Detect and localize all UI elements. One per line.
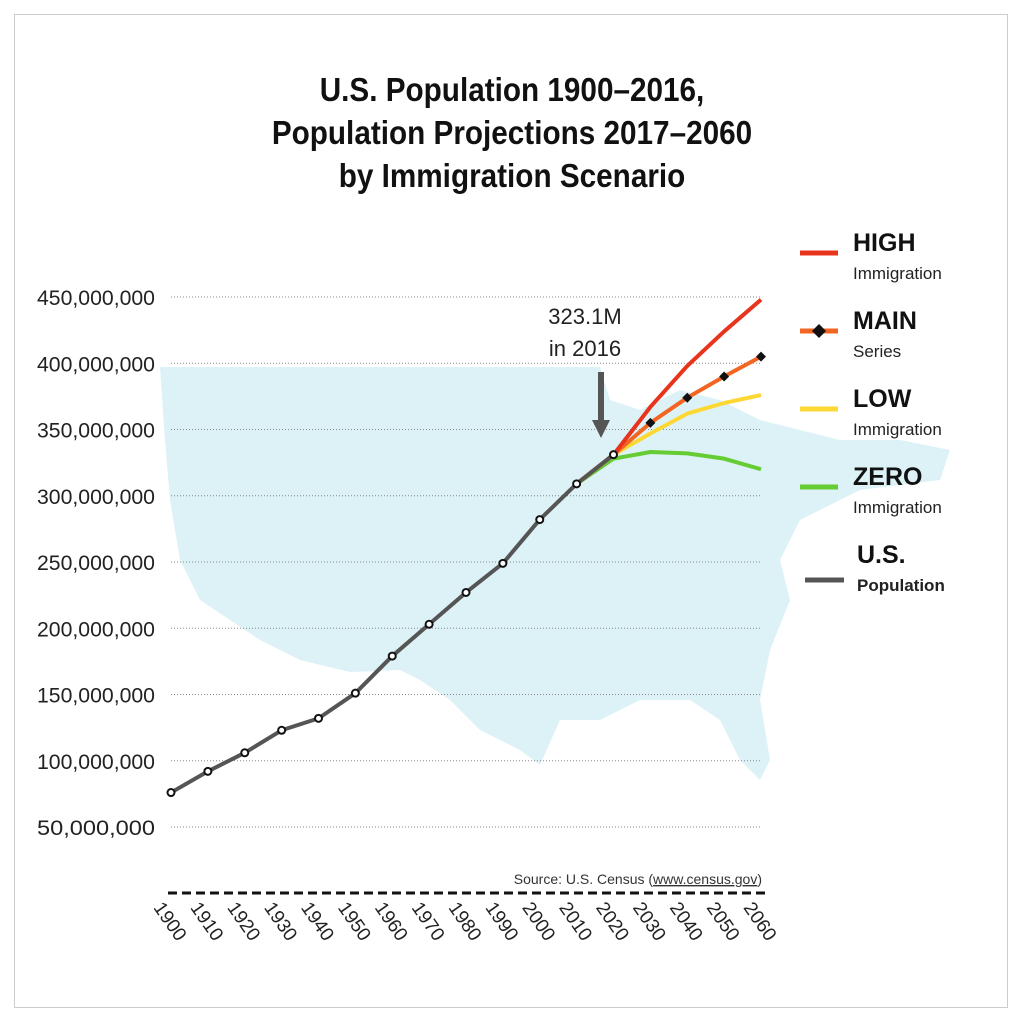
legend-item-low: LOW Immigration bbox=[800, 385, 942, 439]
x-tick-label: 1950 bbox=[333, 899, 374, 946]
x-tick-label: 1920 bbox=[223, 899, 264, 946]
x-tick-label: 2030 bbox=[628, 899, 669, 946]
y-tick-label: 400,000,000 bbox=[37, 353, 155, 376]
data-point-us bbox=[461, 587, 471, 597]
title-line-1: U.S. Population 1900–2016, bbox=[319, 71, 705, 108]
x-tick-label: 2040 bbox=[665, 899, 706, 946]
data-point-main bbox=[719, 371, 730, 382]
legend-sub-zero: Immigration bbox=[853, 498, 942, 517]
legend-sub-high: Immigration bbox=[853, 264, 942, 283]
legend-name-us: U.S. bbox=[857, 541, 906, 569]
data-point-main bbox=[682, 392, 693, 403]
y-tick-label: 50,000,000 bbox=[37, 817, 155, 840]
x-tick-label: 1940 bbox=[296, 899, 337, 946]
legend-sub-low: Immigration bbox=[853, 420, 942, 439]
x-tick-label: 1970 bbox=[407, 899, 448, 946]
chart-title: U.S. Population 1900–2016, Population Pr… bbox=[51, 68, 973, 197]
y-tick-label: 450,000,000 bbox=[37, 287, 155, 310]
annotation-line-2: in 2016 bbox=[549, 336, 621, 361]
y-tick-label: 300,000,000 bbox=[37, 486, 155, 509]
us-map-background bbox=[160, 367, 950, 780]
annotation-arrow bbox=[592, 372, 610, 438]
legend-marker-main bbox=[812, 324, 826, 338]
legend-sub-us: Population bbox=[857, 576, 945, 595]
source-text: Source: U.S. Census (www.census.gov) bbox=[514, 871, 762, 887]
x-tick-label: 1930 bbox=[259, 899, 300, 946]
legend-name-low: LOW bbox=[853, 385, 912, 413]
data-point-us bbox=[424, 619, 434, 629]
legend-item-zero: ZERO Immigration bbox=[800, 463, 942, 517]
data-point-us bbox=[314, 713, 323, 723]
title-line-3: by Immigration Scenario bbox=[338, 157, 686, 194]
x-tick-label: 2000 bbox=[518, 899, 559, 946]
x-tick-label: 2020 bbox=[591, 899, 632, 946]
source-link[interactable]: www.census.gov bbox=[652, 871, 757, 887]
series-line-zero bbox=[575, 450, 762, 486]
data-point-us bbox=[166, 788, 176, 798]
x-tick-label: 1910 bbox=[186, 899, 227, 946]
x-tick-label: 1980 bbox=[444, 899, 485, 946]
data-point-us bbox=[609, 450, 618, 460]
title-line-2: Population Projections 2017–2060 bbox=[271, 114, 753, 151]
y-tick-label: 200,000,000 bbox=[37, 618, 155, 641]
data-point-us bbox=[498, 558, 508, 568]
x-tick-label: 1960 bbox=[370, 899, 411, 946]
x-tick-label: 2050 bbox=[702, 899, 743, 946]
data-point-us bbox=[240, 748, 250, 758]
legend-sub-main: Series bbox=[853, 342, 901, 361]
legend-name-high: HIGH bbox=[853, 229, 916, 257]
legend-item-us: U.S. Population bbox=[805, 541, 945, 595]
x-tick-label: 2010 bbox=[554, 899, 595, 946]
y-tick-label: 150,000,000 bbox=[37, 685, 155, 708]
chart-frame bbox=[14, 14, 1008, 1008]
y-tick-label: 350,000,000 bbox=[37, 420, 155, 443]
data-point-us bbox=[535, 515, 545, 525]
y-tick-label: 250,000,000 bbox=[37, 552, 155, 575]
data-point-us bbox=[387, 651, 397, 661]
data-point-main bbox=[756, 351, 766, 362]
source-prefix: Source: U.S. Census ( bbox=[514, 871, 654, 887]
annotation-line-1: 323.1M bbox=[548, 304, 621, 329]
data-point-us bbox=[350, 688, 360, 698]
x-tick-label: 1900 bbox=[149, 899, 190, 946]
legend-name-main: MAIN bbox=[853, 307, 917, 335]
x-tick-label: 2060 bbox=[739, 899, 780, 946]
data-point-main bbox=[645, 417, 656, 428]
x-tick-label: 1990 bbox=[481, 899, 522, 946]
legend-item-high: HIGH Immigration bbox=[800, 229, 942, 283]
y-tick-label: 100,000,000 bbox=[37, 751, 155, 774]
data-point-us bbox=[277, 725, 287, 735]
legend-name-zero: ZERO bbox=[853, 463, 922, 491]
source-suffix: ) bbox=[757, 871, 762, 887]
data-point-us bbox=[203, 766, 213, 776]
data-point-us bbox=[572, 479, 582, 489]
legend-item-main: MAIN Series bbox=[800, 307, 917, 361]
